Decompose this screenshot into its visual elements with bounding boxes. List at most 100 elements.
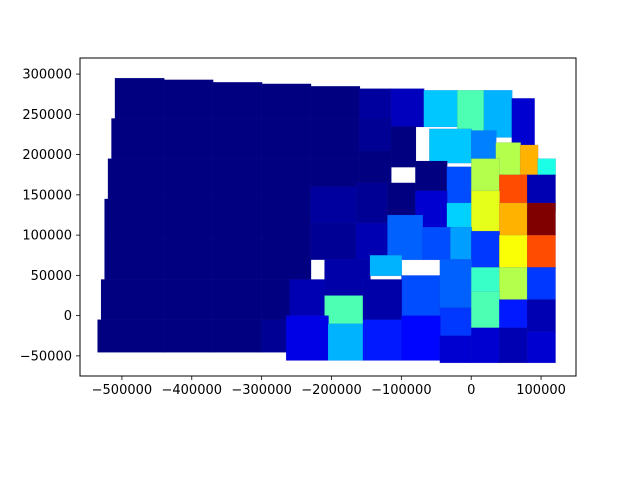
county-region (212, 319, 263, 353)
county-region (163, 319, 214, 353)
county-region (212, 158, 263, 200)
county-region (369, 254, 403, 277)
y-tick-label: 150000 (22, 188, 72, 203)
county-region (310, 222, 357, 260)
county-region (526, 234, 556, 269)
county-region (483, 89, 513, 138)
y-tick-label: 200000 (22, 148, 72, 163)
county-region (439, 259, 472, 309)
y-axis: −50000 0 50000 100000 150000 200000 250000 3000… (20, 68, 80, 364)
county-region (401, 315, 441, 361)
county-region (261, 198, 312, 240)
county-region (212, 81, 263, 120)
county-region (471, 291, 500, 329)
county-region (499, 299, 528, 329)
county-region (415, 160, 448, 192)
county-region (471, 267, 500, 293)
county-region (285, 315, 329, 361)
county-region (310, 118, 361, 160)
county-region (499, 234, 528, 269)
county-region (526, 299, 556, 333)
county-region (261, 238, 312, 281)
county-region (261, 319, 287, 353)
county-region (310, 186, 357, 224)
county-region (324, 295, 364, 325)
x-tick-label: −100000 (371, 383, 432, 398)
county-region (471, 158, 500, 192)
county-region (114, 77, 165, 120)
x-tick-label: −400000 (162, 383, 223, 398)
county-region (212, 238, 263, 281)
county-region (212, 279, 263, 321)
x-tick-label: 100000 (516, 383, 566, 398)
county-region (163, 118, 214, 160)
x-tick-label: −300000 (231, 383, 292, 398)
county-region (401, 275, 441, 317)
x-axis: −500000 −400000 −300000 −200000 −100000 0 1000… (92, 376, 566, 398)
county-region (495, 142, 522, 176)
county-region (429, 128, 472, 164)
county-region (261, 158, 312, 200)
county-region (212, 118, 263, 160)
y-tick-label: 50000 (31, 269, 72, 284)
county-region (289, 279, 326, 317)
county-region (446, 166, 473, 204)
county-region (387, 214, 424, 261)
x-tick-label: −200000 (301, 383, 362, 398)
county-region (526, 267, 556, 301)
county-region (439, 335, 472, 364)
x-tick-label: 0 (467, 383, 475, 398)
county-region (526, 331, 556, 364)
county-region (537, 158, 556, 176)
county-region (499, 202, 528, 236)
county-region (390, 88, 425, 128)
county-region (261, 83, 312, 120)
y-tick-label: 300000 (22, 68, 72, 83)
county-region (212, 198, 263, 240)
county-region (163, 158, 214, 200)
county-region (439, 307, 472, 337)
county-region (499, 327, 528, 364)
county-region (355, 222, 389, 260)
county-region (104, 238, 165, 281)
county-region (163, 79, 214, 120)
county-region (499, 174, 528, 204)
y-tick-label: 0 (64, 309, 72, 324)
county-region (327, 323, 364, 361)
county-region (526, 202, 556, 236)
county-region (422, 226, 451, 261)
county-region (324, 259, 371, 297)
y-tick-label: −50000 (20, 349, 72, 364)
county-region (359, 88, 392, 120)
axes-frame (79, 57, 577, 377)
county-region (163, 198, 214, 240)
county-region (355, 182, 389, 224)
county-region (499, 267, 528, 301)
county-region (97, 319, 165, 353)
county-region (111, 118, 165, 160)
county-region (362, 319, 403, 361)
y-tick-label: 100000 (22, 229, 72, 244)
county-region (107, 158, 165, 200)
county-region (362, 279, 403, 321)
county-region (471, 230, 500, 269)
county-region (359, 150, 392, 184)
county-region (423, 89, 459, 128)
county-region (163, 238, 214, 281)
county-region (359, 118, 392, 152)
county-region (511, 98, 535, 146)
county-region (104, 198, 165, 240)
x-tick-label: −500000 (92, 383, 153, 398)
county-region (163, 279, 214, 321)
y-tick-label: 250000 (22, 108, 72, 123)
county-region (471, 327, 500, 364)
county-region (390, 126, 417, 168)
county-region (261, 118, 312, 160)
county-region (100, 279, 165, 321)
county-region (471, 130, 497, 160)
county-region (450, 226, 473, 261)
county-region (471, 190, 500, 232)
county-regions (97, 77, 556, 364)
county-region (310, 85, 361, 120)
